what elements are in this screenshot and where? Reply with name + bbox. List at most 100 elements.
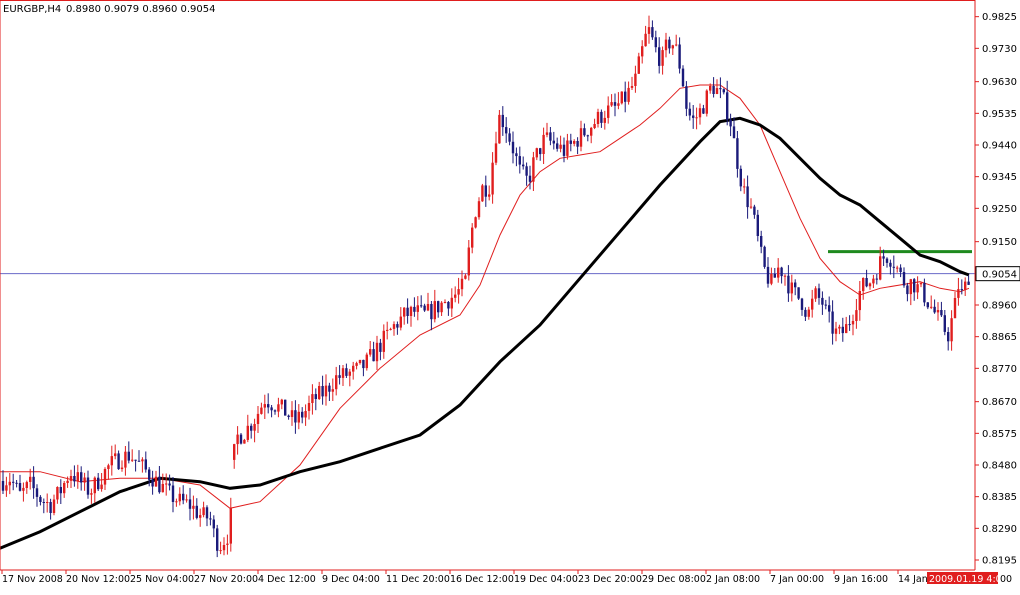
candle-body bbox=[909, 279, 912, 295]
candle-body bbox=[314, 394, 317, 399]
candle-body bbox=[807, 309, 810, 317]
candle-body bbox=[216, 528, 219, 551]
candle-body bbox=[324, 385, 328, 397]
candle-body bbox=[42, 502, 45, 503]
candle-body bbox=[760, 236, 763, 247]
y-tick-label: 0.8195 bbox=[982, 556, 1017, 567]
candle-body bbox=[362, 359, 365, 369]
candle-body bbox=[753, 206, 756, 215]
candle-body bbox=[641, 46, 644, 57]
candle-body bbox=[868, 283, 872, 287]
y-tick-label: 0.8670 bbox=[982, 397, 1017, 408]
candle-body bbox=[501, 114, 504, 128]
candle-body bbox=[86, 477, 90, 495]
candle-body bbox=[743, 186, 746, 188]
slow-moving-average-line bbox=[0, 116, 970, 550]
candle-body bbox=[620, 91, 623, 104]
candle-body bbox=[253, 424, 256, 431]
candle-body bbox=[943, 315, 946, 332]
candle-body bbox=[144, 459, 147, 470]
candle-body bbox=[294, 410, 297, 423]
candle-body bbox=[678, 44, 681, 69]
candle-body bbox=[335, 375, 338, 390]
candle-body bbox=[256, 413, 260, 424]
candle-body bbox=[392, 324, 396, 329]
candle-body bbox=[15, 482, 18, 484]
candle-body bbox=[110, 456, 113, 466]
candle-body bbox=[596, 111, 600, 124]
candle-body bbox=[505, 127, 508, 134]
candle-body bbox=[607, 105, 610, 118]
candle-body bbox=[239, 434, 243, 444]
candle-body bbox=[318, 386, 321, 399]
candle-body bbox=[97, 477, 100, 490]
candle-body bbox=[780, 267, 783, 277]
candle-body bbox=[222, 545, 226, 551]
candle-body bbox=[246, 425, 249, 440]
candle-body bbox=[46, 502, 49, 503]
candle-body bbox=[90, 493, 93, 495]
candle-body bbox=[729, 119, 732, 127]
candle-body bbox=[644, 33, 647, 47]
candle-body bbox=[389, 328, 392, 330]
y-tick-label: 0.8960 bbox=[982, 301, 1017, 312]
candle-body bbox=[671, 45, 674, 49]
candle-body bbox=[851, 321, 855, 325]
candle-body bbox=[525, 166, 528, 176]
candle-body bbox=[76, 472, 79, 482]
fast-moving-average-line bbox=[0, 84, 970, 509]
x-tick-label: 27 Nov 20:00 bbox=[194, 574, 258, 585]
candle-body bbox=[107, 465, 110, 469]
candle-body bbox=[875, 278, 878, 280]
candle-body bbox=[824, 304, 827, 306]
symbol-label: EURGBP,H4 bbox=[3, 4, 61, 15]
candle-body bbox=[290, 410, 294, 417]
candle-body bbox=[658, 47, 661, 66]
candle-body bbox=[56, 487, 59, 500]
candle-body bbox=[151, 479, 154, 487]
y-tick-label: 0.9825 bbox=[982, 12, 1017, 23]
candle-body bbox=[311, 394, 314, 403]
x-tick-label: 4 Dec 12:00 bbox=[258, 574, 316, 585]
candle-body bbox=[168, 483, 171, 486]
candle-body bbox=[148, 469, 151, 480]
candle-body bbox=[273, 410, 277, 412]
candle-body bbox=[386, 329, 389, 331]
y-tick-label: 0.9150 bbox=[982, 237, 1017, 248]
candle-body bbox=[528, 175, 532, 182]
candle-body bbox=[18, 483, 22, 491]
candle-body bbox=[460, 278, 464, 290]
x-tick-label: 11 Dec 20:00 bbox=[386, 574, 450, 585]
candle-body bbox=[267, 404, 270, 408]
candle-body bbox=[800, 298, 804, 310]
y-tick-label: 0.9730 bbox=[982, 44, 1017, 55]
candle-body bbox=[579, 128, 583, 147]
candle-body bbox=[22, 487, 25, 491]
candle-body bbox=[195, 505, 198, 518]
candle-body bbox=[787, 275, 790, 294]
candle-body bbox=[804, 309, 807, 317]
candle-body bbox=[726, 92, 729, 120]
y-tick-label: 0.9440 bbox=[982, 141, 1017, 152]
candle-body bbox=[137, 460, 141, 462]
candle-body bbox=[488, 194, 491, 197]
candle-body bbox=[916, 284, 919, 293]
candle-body bbox=[675, 44, 678, 46]
candle-body bbox=[960, 289, 963, 291]
candle-body bbox=[885, 258, 889, 263]
candle-body bbox=[634, 73, 637, 86]
candle-body bbox=[511, 141, 515, 154]
candle-body bbox=[661, 50, 664, 66]
candle-body bbox=[457, 289, 460, 295]
candle-body bbox=[93, 477, 96, 494]
candle-body bbox=[416, 305, 419, 312]
candle-body bbox=[477, 201, 481, 218]
candle-body bbox=[834, 328, 838, 334]
candle-body bbox=[770, 273, 773, 284]
moving-averages-layer bbox=[0, 84, 970, 550]
candle-body bbox=[154, 476, 158, 487]
candle-body bbox=[654, 37, 657, 48]
